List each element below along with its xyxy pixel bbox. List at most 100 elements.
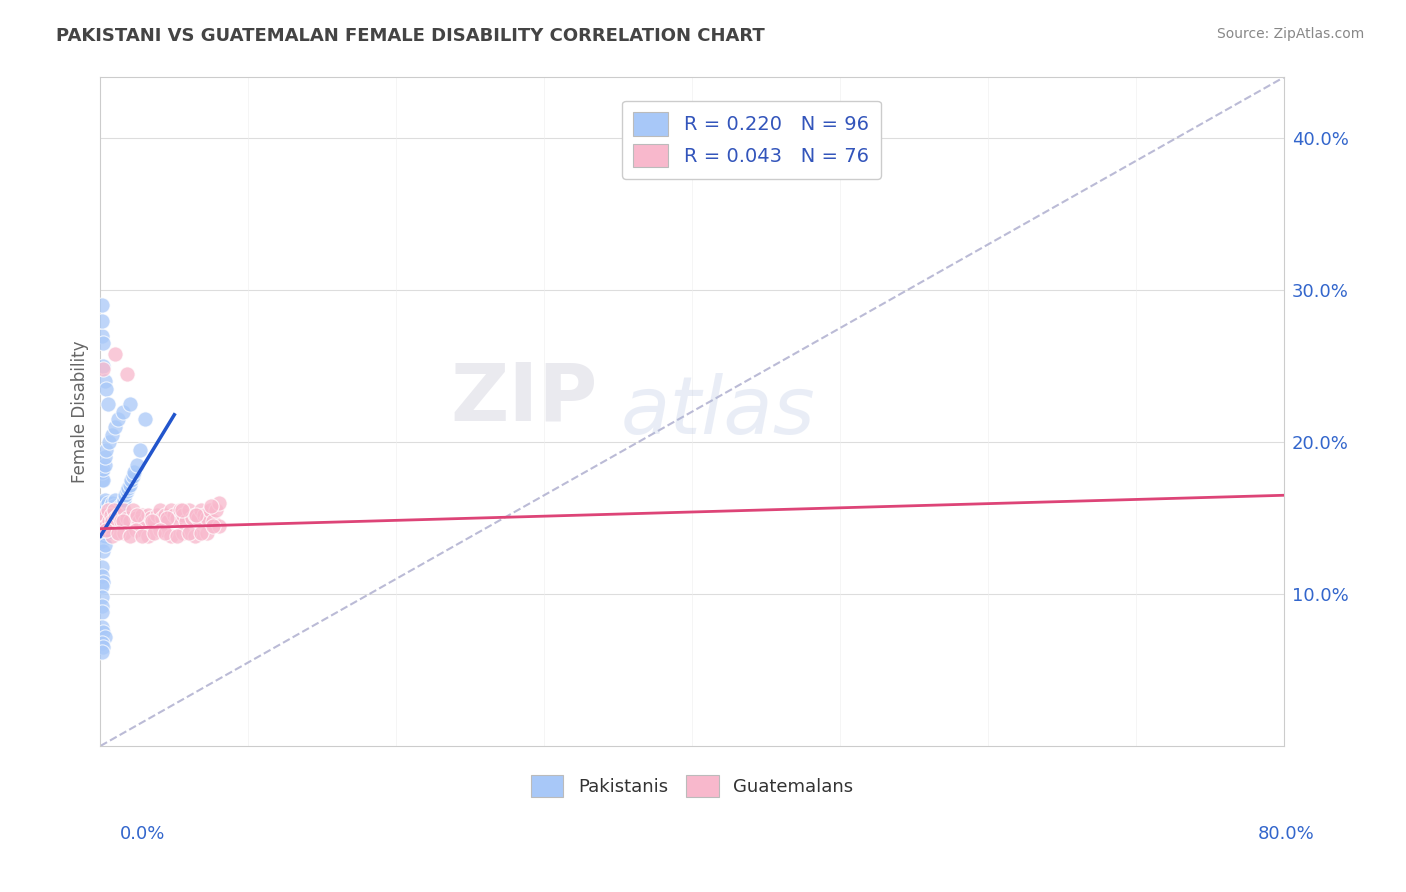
Point	[98, 514, 121, 528]
Point	[91, 362, 114, 376]
Point	[118, 514, 141, 528]
Point	[108, 511, 131, 525]
Point	[148, 523, 170, 537]
Legend: Pakistanis, Guatemalans: Pakistanis, Guatemalans	[523, 767, 860, 804]
Point	[127, 508, 149, 522]
Point	[184, 529, 207, 543]
Point	[155, 526, 177, 541]
Text: 80.0%: 80.0%	[1258, 825, 1315, 843]
Point	[198, 503, 221, 517]
Point	[105, 511, 128, 525]
Point	[104, 503, 127, 517]
Point	[94, 450, 117, 465]
Point	[101, 529, 124, 543]
Point	[104, 511, 127, 525]
Point	[98, 503, 121, 517]
Point	[112, 503, 135, 517]
Point	[90, 559, 112, 574]
Point	[141, 514, 163, 528]
Point	[172, 508, 194, 522]
Point	[136, 508, 159, 522]
Point	[156, 511, 179, 525]
Point	[148, 503, 170, 517]
Point	[94, 514, 117, 528]
Point	[90, 605, 112, 619]
Point	[104, 514, 127, 528]
Point	[96, 499, 118, 513]
Point	[91, 503, 114, 517]
Point	[157, 514, 180, 528]
Point	[90, 518, 112, 533]
Point	[129, 442, 152, 457]
Point	[90, 473, 112, 487]
Point	[107, 412, 129, 426]
Point	[131, 508, 153, 522]
Point	[122, 468, 145, 483]
Point	[96, 526, 118, 541]
Point	[94, 503, 117, 517]
Point	[160, 503, 183, 517]
Point	[107, 503, 129, 517]
Point	[110, 514, 132, 528]
Point	[91, 544, 114, 558]
Point	[101, 514, 124, 528]
Point	[142, 526, 165, 541]
Text: PAKISTANI VS GUATEMALAN FEMALE DISABILITY CORRELATION CHART: PAKISTANI VS GUATEMALAN FEMALE DISABILIT…	[56, 27, 765, 45]
Point	[94, 508, 117, 522]
Point	[118, 477, 141, 491]
Point	[136, 529, 159, 543]
Point	[97, 397, 120, 411]
Point	[145, 508, 167, 522]
Point	[90, 511, 112, 525]
Point	[100, 499, 122, 513]
Point	[125, 511, 148, 525]
Point	[96, 442, 118, 457]
Point	[90, 599, 112, 614]
Point	[155, 508, 177, 522]
Point	[107, 526, 129, 541]
Point	[115, 483, 138, 498]
Point	[90, 635, 112, 649]
Point	[97, 503, 120, 517]
Point	[120, 473, 142, 487]
Point	[91, 508, 114, 522]
Point	[184, 508, 207, 522]
Point	[91, 473, 114, 487]
Point	[103, 508, 125, 522]
Point	[98, 435, 121, 450]
Point	[107, 514, 129, 528]
Point	[94, 458, 117, 472]
Point	[204, 503, 226, 517]
Point	[131, 529, 153, 543]
Point	[201, 514, 224, 528]
Point	[170, 503, 193, 517]
Point	[152, 511, 174, 525]
Point	[96, 518, 118, 533]
Point	[96, 382, 118, 396]
Point	[103, 503, 125, 517]
Point	[201, 518, 224, 533]
Point	[94, 518, 117, 533]
Point	[111, 514, 134, 528]
Point	[190, 503, 212, 517]
Point	[101, 503, 124, 517]
Point	[127, 458, 149, 472]
Point	[187, 511, 209, 525]
Point	[91, 640, 114, 655]
Point	[91, 359, 114, 373]
Point	[105, 503, 128, 517]
Point	[195, 511, 218, 525]
Point	[91, 625, 114, 640]
Point	[134, 412, 156, 426]
Point	[97, 514, 120, 528]
Point	[90, 313, 112, 327]
Point	[115, 367, 138, 381]
Point	[103, 499, 125, 513]
Point	[174, 514, 197, 528]
Point	[90, 503, 112, 517]
Point	[98, 518, 121, 533]
Point	[96, 511, 118, 525]
Text: atlas: atlas	[621, 373, 815, 450]
Point	[117, 481, 139, 495]
Point	[90, 579, 112, 593]
